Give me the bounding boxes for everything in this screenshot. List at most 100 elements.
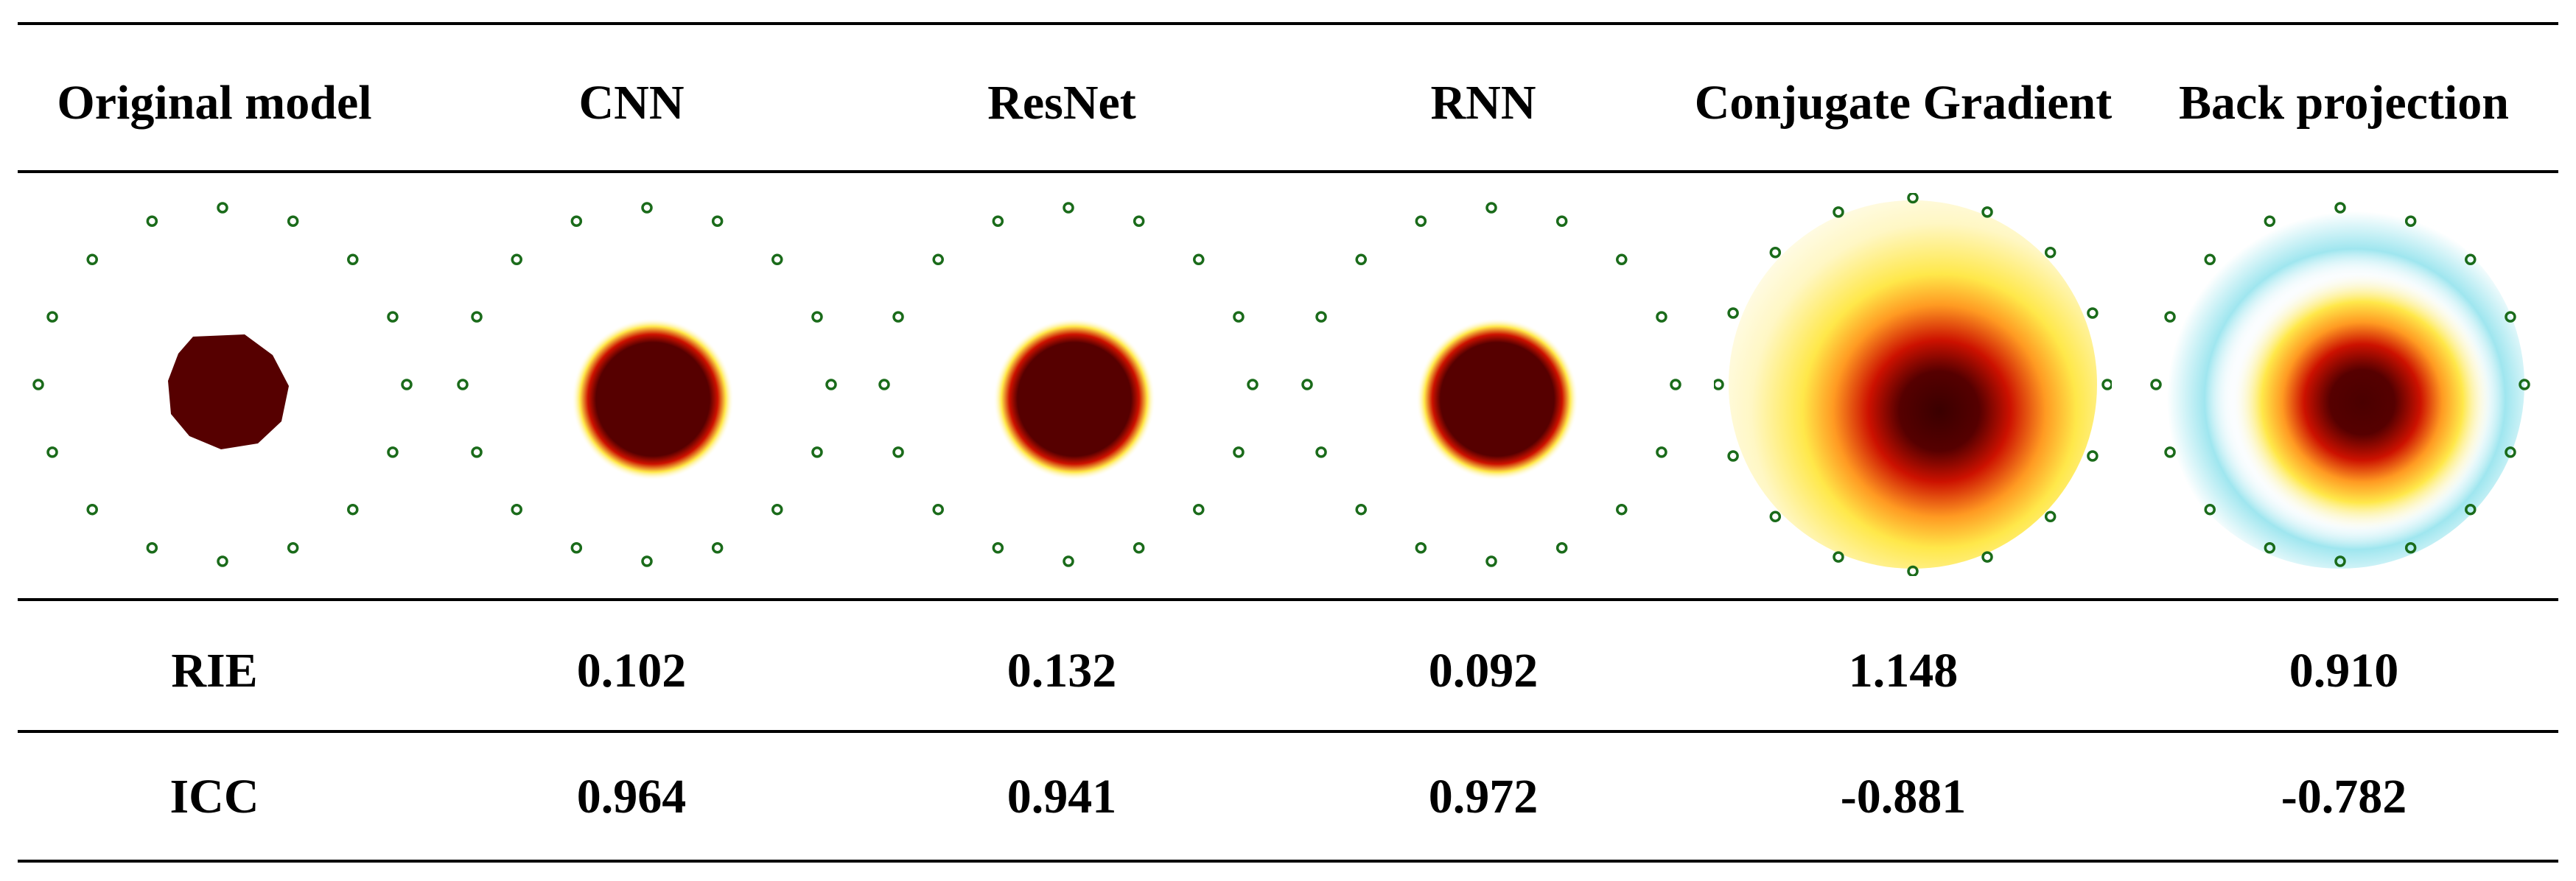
electrode-marker <box>2204 503 2216 516</box>
electrode-marker <box>2519 379 2530 390</box>
electrode-marker <box>2164 446 2176 458</box>
inclusion-region <box>2233 273 2491 531</box>
electrode-marker <box>878 379 890 390</box>
electrode-marker <box>146 215 158 228</box>
rie-back-projection: 0.910 <box>2289 644 2399 698</box>
electrode-marker <box>287 541 299 554</box>
electrode-marker <box>811 311 823 323</box>
electrode-marker <box>1833 206 1844 218</box>
electrode-marker <box>1714 379 1724 390</box>
reconstruction-original-model-plot <box>32 200 413 569</box>
electrode-marker <box>32 379 44 390</box>
electrode-marker <box>825 379 837 390</box>
image-row-rule <box>18 598 2558 601</box>
inclusion-region <box>168 334 289 449</box>
electrode-marker <box>811 446 823 458</box>
electrode-marker <box>1315 311 1327 323</box>
electrode-marker <box>892 446 904 458</box>
electrode-marker <box>2087 307 2099 319</box>
electrode-marker <box>641 202 653 214</box>
reconstruction-back-projection-plot <box>2150 200 2530 569</box>
header-resnet: ResNet <box>987 76 1136 130</box>
electrode-marker <box>1727 450 1739 462</box>
table-top-rule <box>18 22 2558 25</box>
inclusion-region <box>1416 318 1578 480</box>
header-rule <box>18 170 2558 173</box>
electrode-marker <box>2044 510 2057 522</box>
electrode-marker <box>771 253 783 266</box>
electrode-marker <box>46 446 58 458</box>
electrode-marker <box>457 379 469 390</box>
electrode-marker <box>287 215 299 228</box>
reconstruction-conjugate-gradient-plot <box>1714 193 2112 576</box>
electrode-marker <box>1769 247 1782 259</box>
electrode-marker <box>2204 253 2216 266</box>
electrode-marker <box>570 541 583 554</box>
reconstruction-rnn <box>1292 193 1690 576</box>
electrode-marker <box>932 253 944 266</box>
electrode-marker <box>1301 379 1313 390</box>
electrode-marker <box>347 503 359 516</box>
electrode-marker <box>46 311 58 323</box>
reconstruction-resnet-plot <box>878 200 1259 569</box>
electrode-marker <box>217 555 228 567</box>
electrode-marker <box>2334 202 2346 214</box>
electrode-marker <box>1981 551 1993 563</box>
electrode-marker <box>146 541 158 554</box>
electrode-marker <box>892 311 904 323</box>
electrode-marker <box>2164 311 2176 323</box>
electrode-marker <box>1833 551 1844 563</box>
header-back-projection: Back projection <box>2179 76 2509 130</box>
electrode-marker <box>1907 565 1919 576</box>
electrode-marker <box>1907 193 1919 204</box>
icc-back-projection: -0.782 <box>2281 770 2407 824</box>
electrode-marker <box>2264 215 2276 228</box>
electrode-marker <box>1616 503 1628 516</box>
electrode-marker <box>2404 541 2417 554</box>
electrode-marker <box>1670 379 1681 390</box>
reconstruction-cnn-plot <box>457 200 837 569</box>
electrode-marker <box>471 311 483 323</box>
electrode-marker <box>932 503 944 516</box>
electrode-marker <box>2150 379 2162 390</box>
electrode-marker <box>1656 446 1667 458</box>
metric-row-rule <box>18 730 2558 733</box>
electrode-marker <box>992 215 1004 228</box>
electrode-marker <box>471 446 483 458</box>
electrode-marker <box>1193 503 1205 516</box>
row-label-rie: RIE <box>171 644 258 698</box>
electrode-marker <box>1063 555 1074 567</box>
electrode-marker <box>1769 510 1782 522</box>
electrode-marker <box>1063 202 1074 214</box>
reconstruction-conjugate-gradient <box>1714 193 2112 576</box>
row-label-icc: ICC <box>169 770 259 824</box>
electrode-marker <box>347 253 359 266</box>
electrode-marker <box>86 253 98 266</box>
electrode-marker <box>2101 379 2112 390</box>
header-rnn: RNN <box>1430 76 1536 130</box>
reconstruction-cnn <box>448 193 846 576</box>
electrode-marker <box>1247 379 1259 390</box>
electrode-marker <box>1616 253 1628 266</box>
electrode-marker <box>2465 503 2477 516</box>
inclusion-region <box>572 318 734 480</box>
reconstruction-resnet <box>869 193 1267 576</box>
electrode-marker <box>1133 541 1145 554</box>
rie-conjugate-gradient: 1.148 <box>1848 644 1959 698</box>
electrode-marker <box>511 503 522 516</box>
electrode-marker <box>2465 253 2477 266</box>
electrode-marker <box>401 379 413 390</box>
electrode-marker <box>86 503 98 516</box>
reconstruction-back-projection <box>2141 193 2539 576</box>
electrode-marker <box>2087 450 2099 462</box>
electrode-marker <box>1727 307 1739 319</box>
electrode-marker <box>1355 503 1367 516</box>
electrode-marker <box>711 215 724 228</box>
header-original-model: Original model <box>57 76 372 130</box>
icc-cnn: 0.964 <box>576 770 687 824</box>
electrode-marker <box>641 555 653 567</box>
table-bottom-rule <box>18 860 2558 863</box>
electrode-marker <box>711 541 724 554</box>
electrode-marker <box>217 202 228 214</box>
electrode-marker <box>1555 541 1568 554</box>
